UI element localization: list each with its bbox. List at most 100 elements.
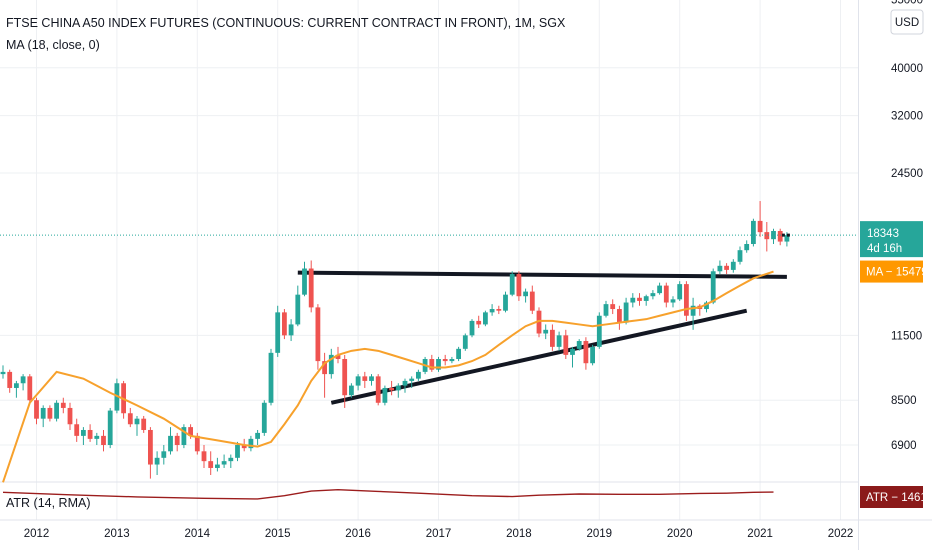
candle-body — [617, 309, 622, 323]
candle-body — [275, 312, 281, 353]
ma-tag — [860, 260, 923, 283]
candle — [295, 285, 301, 327]
x-tick-label: 2017 — [426, 528, 452, 540]
candle-body — [27, 376, 33, 401]
candle — [690, 297, 696, 330]
candle — [657, 282, 662, 295]
candle — [603, 300, 609, 318]
candle-body — [483, 312, 488, 325]
candle-body — [757, 220, 763, 233]
candle — [382, 385, 388, 406]
candle-body — [14, 383, 19, 388]
candle-body — [503, 294, 508, 311]
candles — [0, 201, 790, 479]
candle-body — [375, 376, 381, 403]
candle-body — [282, 312, 287, 336]
y-tick-label: 8500 — [891, 395, 917, 407]
candle-body — [469, 320, 475, 336]
candle — [456, 346, 461, 362]
y-tick-label: 6900 — [891, 440, 917, 452]
countdown-tag-value: 4d 16h — [867, 243, 902, 255]
candle-body — [288, 324, 294, 336]
candle — [516, 271, 522, 301]
candle — [717, 260, 723, 275]
time-axis[interactable]: 2012 2013 2014 2015 2016 2017 2018 2019 2020 2021… — [24, 528, 854, 540]
candle — [248, 435, 254, 452]
candle-body — [107, 410, 113, 445]
candle — [389, 380, 394, 396]
candle — [168, 427, 173, 455]
candle-body — [710, 271, 716, 303]
y-tick-label: 40000 — [891, 63, 923, 75]
chart-title: FTSE CHINA A50 INDEX FUTURES (CONTINUOUS… — [6, 16, 566, 30]
ma-indicator-label[interactable]: MA (18, close, 0) — [6, 38, 100, 52]
candle — [342, 354, 348, 408]
candle-body — [570, 348, 575, 355]
candle — [476, 315, 482, 329]
candle-body — [409, 378, 415, 381]
candle — [744, 240, 750, 253]
candle-body — [355, 376, 361, 386]
candle-body — [349, 385, 354, 396]
candle — [751, 218, 756, 247]
candle-body — [60, 402, 66, 408]
candle-body — [456, 348, 461, 360]
candle — [127, 407, 133, 428]
candle-body — [369, 376, 374, 381]
candle — [583, 337, 589, 370]
candle — [402, 378, 408, 393]
candle — [74, 418, 80, 442]
candle-body — [529, 291, 535, 311]
candle-body — [650, 293, 656, 297]
x-tick-label: 2014 — [185, 528, 211, 540]
candle — [161, 445, 167, 465]
atr-tag — [860, 486, 923, 508]
candle-body — [476, 320, 482, 325]
candle-body — [342, 359, 348, 396]
candle-body — [74, 424, 80, 436]
candle — [67, 402, 73, 430]
candle-body — [181, 427, 187, 445]
candle — [590, 344, 595, 366]
candle — [650, 290, 656, 300]
candle-body — [174, 435, 180, 445]
atr-indicator-label[interactable]: ATR (14, RMA) — [6, 496, 91, 510]
candle — [54, 400, 59, 422]
candle-body — [670, 299, 676, 303]
candle — [563, 329, 569, 360]
candle-body — [623, 302, 629, 323]
candle — [288, 319, 294, 342]
candle-body — [40, 407, 46, 419]
y-tick-label: 55000 — [891, 0, 923, 6]
candle-body — [489, 309, 495, 313]
price-axis[interactable]: 55000 40000 32000 24500 11500 8500 6900 USD — [890, 0, 924, 452]
candle-body — [47, 407, 53, 419]
candle — [429, 354, 435, 372]
candle-body — [201, 451, 207, 462]
candle — [503, 291, 508, 313]
candle-body — [677, 284, 683, 300]
candle-body — [509, 274, 515, 295]
candle — [496, 305, 502, 315]
candle-body — [0, 371, 6, 375]
candle — [20, 374, 26, 391]
candle — [670, 296, 676, 308]
candle — [268, 348, 274, 406]
candle-body — [543, 329, 549, 334]
candle — [0, 365, 6, 379]
candle — [101, 429, 106, 452]
candle-body — [268, 352, 274, 403]
candle-body — [188, 427, 193, 436]
candle-body — [663, 285, 669, 303]
candle-body — [416, 371, 421, 379]
candle-body — [596, 315, 602, 347]
candle-body — [228, 457, 234, 462]
candle — [221, 454, 227, 468]
candle — [60, 397, 66, 414]
candle — [710, 268, 716, 305]
candle-body — [235, 445, 240, 458]
candle-body — [717, 265, 723, 272]
candle-body — [771, 230, 776, 240]
